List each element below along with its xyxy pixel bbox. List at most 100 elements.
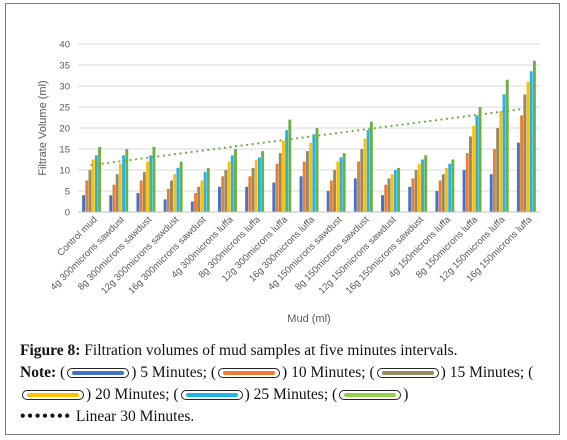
bar	[115, 174, 119, 212]
bar	[257, 157, 261, 212]
y-tick-label: 15	[59, 145, 70, 156]
bar	[146, 161, 149, 212]
bar	[520, 115, 524, 212]
bar	[462, 170, 466, 212]
bar	[194, 193, 197, 212]
bar	[94, 155, 98, 212]
figure-text: Filtration volumes of mud samples at fiv…	[80, 342, 458, 359]
bar	[288, 119, 292, 212]
bar	[197, 186, 201, 212]
bar	[261, 151, 265, 212]
legend-swatch-10	[218, 368, 281, 379]
bar	[109, 195, 113, 212]
bar	[387, 178, 391, 212]
figure-caption: Figure 8: Filtration volumes of mud samp…	[20, 340, 550, 428]
y-tick-label: 0	[65, 208, 70, 219]
bar	[272, 182, 276, 212]
bar	[381, 195, 384, 212]
bar	[176, 167, 180, 212]
bar	[397, 167, 400, 212]
bar	[118, 163, 122, 212]
bar	[417, 163, 421, 212]
bar	[173, 174, 177, 212]
bar	[170, 180, 173, 212]
bar	[489, 174, 493, 212]
bar	[221, 176, 225, 212]
bar	[472, 125, 476, 212]
bar	[360, 149, 364, 212]
bar	[369, 121, 373, 212]
bar	[248, 176, 252, 212]
bar	[326, 191, 330, 212]
bar	[451, 159, 455, 212]
bar	[230, 155, 234, 212]
bar	[424, 155, 428, 212]
bar	[329, 180, 333, 212]
bar	[179, 161, 183, 212]
y-tick-label: 5	[65, 187, 70, 198]
bar	[438, 180, 442, 212]
x-axis-title: Mud (ml)	[287, 313, 330, 325]
legend-swatch-30	[339, 390, 402, 401]
bar	[234, 149, 237, 212]
y-tick-label: 20	[59, 124, 70, 135]
bar	[499, 111, 503, 212]
bar	[411, 178, 415, 212]
bar	[421, 159, 424, 212]
bar	[285, 130, 289, 212]
bar	[163, 199, 167, 212]
bar	[254, 159, 258, 212]
bar	[278, 153, 282, 212]
bar	[445, 167, 448, 212]
bar	[315, 128, 319, 212]
note-label: Note:	[20, 364, 57, 381]
bar	[366, 130, 370, 212]
bar	[245, 186, 249, 212]
bar	[312, 134, 316, 212]
legend-5-minutes: () 5 Minutes;	[60, 364, 207, 381]
legend-20-minutes: () 20 Minutes;	[20, 364, 533, 403]
bar	[91, 159, 95, 212]
y-axis-title: Filtrate Volume (ml)	[37, 80, 49, 175]
bar	[206, 167, 210, 212]
legend-swatch-20	[22, 390, 84, 401]
bar	[218, 186, 221, 212]
figure-frame	[5, 3, 560, 435]
bar	[492, 149, 496, 212]
bar	[441, 174, 445, 212]
bar	[408, 186, 412, 212]
bar	[122, 155, 126, 212]
figure-label: Figure 8:	[20, 342, 81, 359]
bar	[336, 161, 340, 212]
bar	[529, 71, 533, 212]
bar	[516, 142, 520, 212]
bar	[465, 153, 469, 212]
bar	[414, 170, 418, 212]
bar	[125, 149, 129, 212]
bar	[152, 146, 156, 212]
legend-trendline-label: Linear 30 Minutes.	[75, 408, 195, 425]
bar	[85, 180, 89, 212]
y-tick-label: 10	[59, 166, 70, 177]
bar	[142, 172, 146, 212]
legend-30-minutes: ()	[332, 386, 409, 403]
bar	[299, 176, 303, 212]
y-tick-label: 35	[59, 61, 70, 72]
bar	[469, 136, 472, 212]
bar	[112, 184, 116, 212]
bar	[302, 161, 306, 212]
bar	[435, 191, 439, 212]
bar	[149, 155, 153, 212]
bar	[357, 161, 361, 212]
bar	[139, 180, 143, 212]
legend-15-minutes: () 15 Minutes;	[369, 364, 525, 381]
bar	[478, 107, 482, 212]
bar	[98, 146, 102, 212]
legend-25-minutes: () 25 Minutes;	[173, 386, 329, 403]
trendline	[90, 107, 528, 167]
y-tick-label: 40	[59, 40, 70, 51]
caption-title-line: Figure 8: Filtration volumes of mud samp…	[20, 340, 550, 362]
legend-swatch-15	[376, 368, 439, 379]
legend-trendline-dots: •••••••	[20, 408, 72, 425]
